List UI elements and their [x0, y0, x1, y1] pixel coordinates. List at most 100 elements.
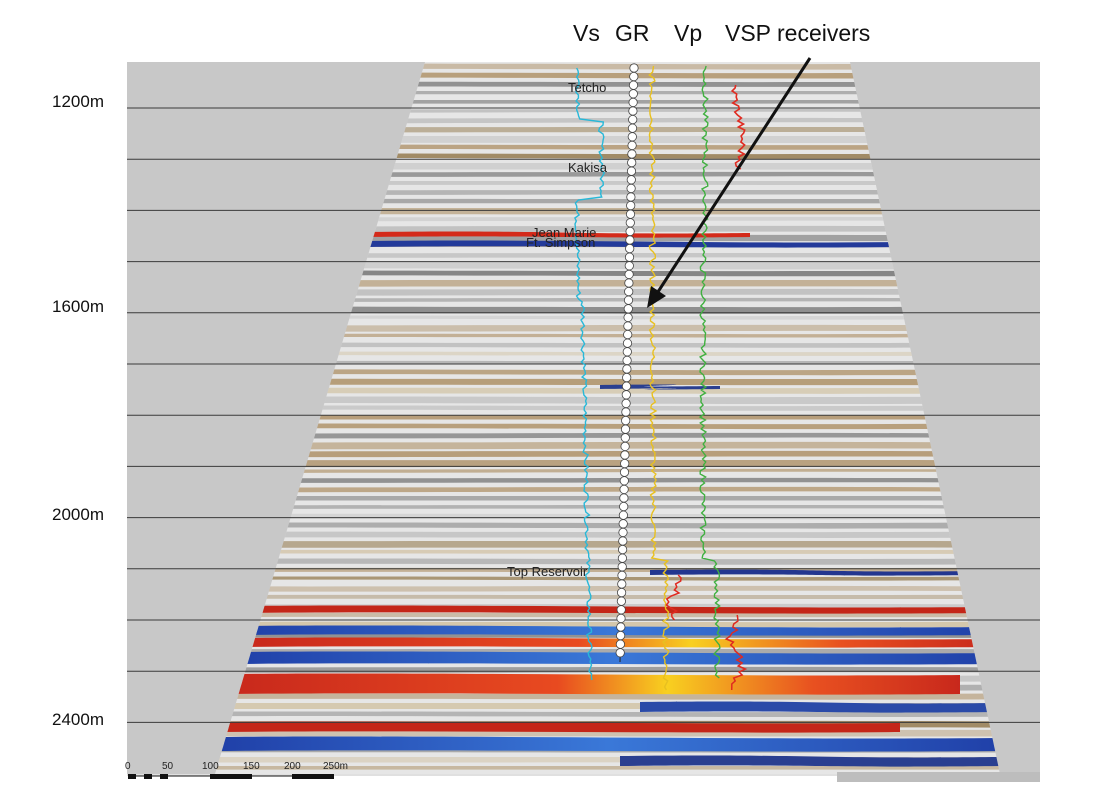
seismic-trace-band — [215, 558, 1000, 565]
seismic-trace-band — [215, 693, 1000, 700]
reflector-red-2 — [220, 721, 900, 733]
seismic-trace-band — [215, 324, 1000, 332]
vsp-receiver — [616, 605, 626, 615]
vsp-receiver — [622, 372, 632, 383]
vsp-receiver — [628, 97, 638, 108]
vsp-receiver — [617, 579, 627, 589]
seismic-trace-band — [215, 396, 1000, 405]
vsp-receiver — [621, 398, 631, 408]
horizon-label-kakisa: Kakisa — [568, 160, 608, 175]
depth-gridlines — [127, 107, 1040, 723]
gr-log-header: GR — [615, 20, 650, 46]
vsp-receiver — [623, 321, 633, 331]
vsp-receiver — [626, 183, 636, 193]
scale-label-250m: 250m — [323, 761, 349, 772]
vsp-receiver — [618, 536, 628, 546]
vsp-receiver — [626, 192, 636, 202]
vsp-receiver — [627, 132, 637, 142]
horizon-label-tetcho: Tetcho — [568, 80, 607, 95]
vsp-receiver — [620, 450, 630, 460]
vs-log-curve — [574, 67, 606, 681]
seismic-trace-band — [215, 369, 1000, 376]
vsp-receiver — [617, 553, 628, 563]
scale-label-50: 50 — [162, 761, 174, 772]
reflector-blue-5 — [620, 755, 1000, 767]
scale-label-0: 0 — [125, 761, 131, 772]
vsp-receiver — [621, 415, 631, 426]
seismic-trace-band — [215, 585, 1000, 592]
reflector-blue-1 — [240, 625, 992, 636]
vsp-receiver — [619, 476, 629, 486]
vsp-receiver — [622, 338, 633, 348]
vsp-receiver — [619, 484, 629, 494]
vsp-receiver — [625, 235, 635, 245]
vsp-receiver — [620, 441, 630, 451]
vsp-receiver — [628, 115, 638, 125]
depth-label-2400: 2400m — [52, 710, 104, 729]
seismic-trace-band — [215, 441, 1000, 450]
vsp-receiver — [621, 381, 632, 391]
vsp-receiver — [624, 269, 634, 279]
vp-log-red-segment — [730, 84, 746, 170]
reflector-red-yellow-2 — [228, 673, 960, 695]
vsp-receiver — [623, 304, 633, 314]
seismic-trace-band — [215, 477, 1000, 483]
vsp-receiver — [623, 295, 634, 305]
vsp-receivers-header: VSP receivers — [725, 20, 871, 46]
vsp-receiver — [627, 149, 637, 159]
vsp-receiver — [622, 364, 632, 374]
seismic-trace-band — [215, 378, 1000, 386]
vsp-receiver — [616, 622, 626, 632]
scale-label-200: 200 — [284, 761, 301, 772]
vsp-receiver — [621, 390, 631, 400]
vsp-receiver — [616, 613, 626, 624]
seismic-trace-band — [215, 711, 1000, 718]
vp-log-curve — [698, 65, 721, 679]
reflector-red-yellow-1 — [240, 637, 992, 648]
vsp-receiver — [621, 407, 631, 417]
vsp-receiver — [625, 209, 636, 219]
seismic-trace-band — [215, 531, 1000, 538]
vsp-receiver — [622, 347, 632, 357]
vsp-receiver — [623, 312, 633, 322]
seismic-trace-band — [215, 540, 1000, 548]
vsp-receiver — [616, 587, 627, 598]
seismic-trace-band — [215, 522, 1000, 529]
bottom-strip — [837, 772, 1040, 782]
vp-log-header: Vp — [674, 20, 703, 46]
depth-label-1200: 1200m — [52, 92, 104, 111]
vp-log-red-segment-lower — [724, 614, 748, 691]
seismic-trace-band — [215, 333, 1000, 338]
seismic-trace-band — [215, 405, 1000, 411]
vsp-receiver — [625, 244, 635, 254]
vsp-receiver — [622, 355, 632, 365]
vsp-receiver — [624, 252, 635, 262]
seismic-trace-band — [215, 459, 1000, 468]
vsp-receiver — [627, 123, 638, 133]
vsp-receiver — [616, 596, 627, 606]
scale-bar — [128, 774, 334, 779]
seismic-trace-band — [215, 549, 1000, 554]
vsp-receiver — [619, 501, 629, 512]
seismic-trace-band — [215, 297, 1000, 302]
scale-label-150: 150 — [243, 761, 260, 772]
seismic-trace-band — [215, 504, 1000, 509]
vsp-receiver — [628, 106, 638, 116]
seismic-trace-band — [215, 612, 1000, 618]
vsp-receiver — [615, 648, 625, 658]
vsp-receiver — [624, 278, 634, 288]
vsp-receiver — [617, 570, 627, 581]
vsp-receiver — [623, 329, 633, 340]
seismic-trace-band — [215, 468, 1000, 473]
vsp-receiver — [619, 493, 629, 503]
vsp-receiver — [628, 80, 639, 90]
vsp-receiver — [617, 562, 627, 572]
vsp-receiver — [617, 544, 628, 555]
vsp-receiver — [618, 510, 629, 520]
vsp-receiver — [625, 218, 635, 228]
vsp-receiver — [618, 527, 628, 538]
seismic-trace-band — [215, 450, 1000, 458]
vsp-receiver — [626, 175, 636, 185]
seismic-trace-band — [215, 495, 1000, 501]
